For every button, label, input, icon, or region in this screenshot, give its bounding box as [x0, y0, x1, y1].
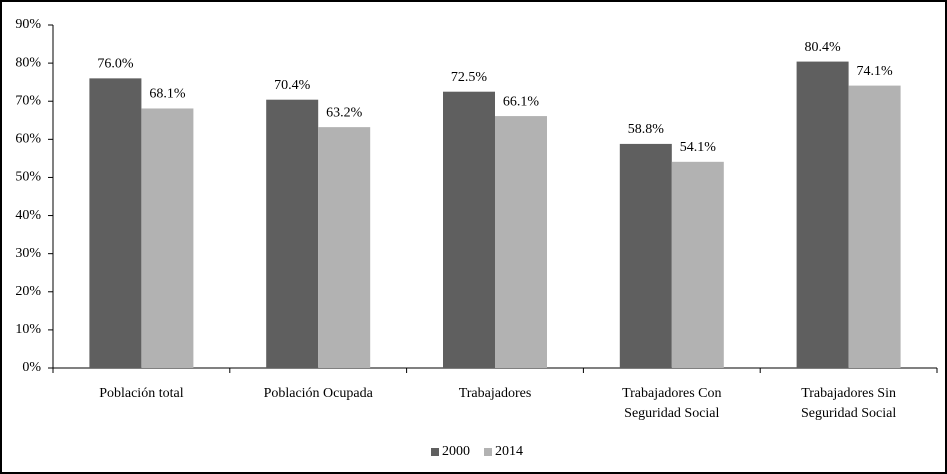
- value-label: 68.1%: [149, 87, 186, 102]
- bar: [848, 85, 901, 368]
- legend-swatch: [431, 448, 439, 456]
- value-label: 72.5%: [451, 70, 488, 85]
- y-tick-label: 60%: [15, 132, 41, 147]
- value-label: 63.2%: [326, 105, 363, 120]
- y-tick-label: 30%: [15, 246, 41, 261]
- bar: [318, 127, 371, 368]
- value-label: 58.8%: [628, 122, 665, 137]
- bar: [619, 143, 672, 368]
- legend-label: 2000: [442, 444, 470, 459]
- legend-swatch: [484, 448, 492, 456]
- x-tick-label: Población Ocupada: [264, 386, 374, 401]
- bar: [89, 78, 142, 368]
- x-tick-label: Trabajadores: [459, 386, 532, 401]
- value-label: 80.4%: [805, 40, 842, 55]
- y-tick-label: 90%: [15, 17, 41, 32]
- y-tick-label: 10%: [15, 322, 41, 337]
- x-tick-label: Población total: [99, 386, 183, 401]
- x-tick-label: Trabajadores Sin Seguridad Social: [801, 386, 896, 421]
- bar: [495, 116, 547, 368]
- value-label: 74.1%: [857, 64, 894, 79]
- y-tick-label: 40%: [15, 208, 41, 223]
- bar: [443, 91, 495, 368]
- legend-label: 2014: [495, 444, 523, 459]
- value-label: 54.1%: [680, 140, 717, 155]
- bar: [796, 61, 849, 368]
- y-tick-label: 50%: [15, 170, 41, 185]
- y-tick-label: 0%: [22, 360, 41, 375]
- value-label: 66.1%: [503, 94, 540, 109]
- bar: [266, 99, 319, 368]
- y-tick-label: 80%: [15, 55, 41, 70]
- y-tick-label: 20%: [15, 284, 41, 299]
- value-label: 70.4%: [274, 78, 311, 93]
- x-tick-label: Trabajadores Con Seguridad Social: [622, 386, 721, 421]
- y-tick-label: 70%: [15, 93, 41, 108]
- value-label: 76.0%: [97, 57, 134, 72]
- bar: [141, 108, 194, 369]
- bar: [671, 161, 724, 368]
